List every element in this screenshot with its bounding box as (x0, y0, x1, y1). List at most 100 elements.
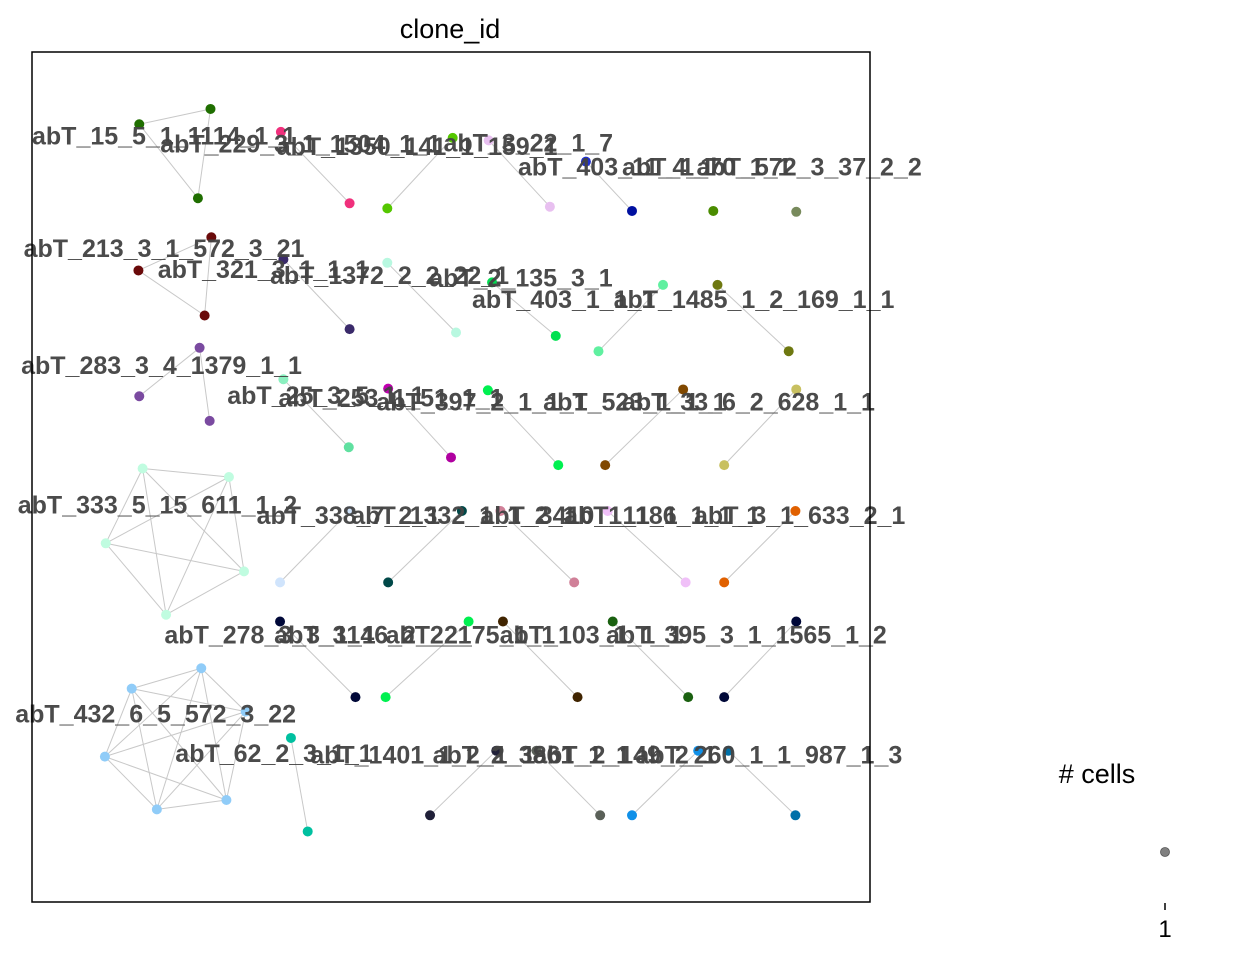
clone-label: abT_432_6_5_572_3_22 (15, 701, 296, 729)
nodes-layer (99, 103, 802, 837)
clone-edge (105, 542, 167, 616)
cell-point (595, 810, 606, 821)
clone-edge (199, 347, 211, 421)
cell-point (344, 324, 355, 335)
cell-point (550, 330, 561, 341)
clone-label: abT_403_11_4_1 (518, 153, 714, 181)
cell-point (495, 506, 506, 516)
clone-label: abT_3_1_633_2_1 (694, 502, 905, 530)
plot-frame (31, 51, 871, 903)
cell-point (194, 342, 205, 353)
cell-point (607, 616, 618, 627)
cell-point (344, 506, 355, 516)
cell-point (680, 577, 691, 588)
clone-edge (728, 750, 796, 816)
clone-edge (156, 711, 247, 810)
clone-label: abT_3146_2_2_1 (274, 622, 471, 650)
clone-label: abT_403_1_1_1 (472, 286, 656, 314)
clone-edge (387, 388, 452, 458)
cell-point (383, 577, 394, 588)
clone-label: abT_397_2_1_1_1 (376, 389, 587, 417)
cell-point (275, 577, 286, 588)
cell-point (531, 745, 542, 756)
clone-edge (585, 161, 633, 212)
clone-label: abT_3_22_1_7 (443, 129, 613, 157)
cell-point (712, 279, 723, 290)
cell-point (580, 156, 591, 167)
cell-point (199, 310, 210, 321)
cell-point (383, 383, 394, 394)
clone-edge (290, 737, 309, 832)
clone-edge (386, 137, 454, 209)
clone-edge (631, 750, 699, 816)
cell-point (553, 460, 564, 471)
cell-point (447, 132, 458, 143)
clone-edge (197, 108, 211, 199)
clone-label: abT_1_70_1_1 (622, 153, 792, 181)
cell-point (719, 460, 730, 471)
cell-point (343, 442, 354, 453)
clone-edge (165, 570, 245, 616)
clone-label: abT_283_3_4_1379_1_1 (21, 352, 302, 380)
cell-point (344, 198, 355, 209)
clone-edge (723, 510, 796, 583)
clone-edge (105, 476, 230, 544)
clone-label: abT_229_3_1_1504_1_1 (160, 130, 441, 158)
clone-edge (723, 389, 797, 466)
clone-edge (387, 510, 463, 583)
clone-edge (165, 476, 230, 615)
clone-edge (131, 688, 246, 713)
clone-edge (598, 284, 664, 352)
clone-label: abT_572_3_37_2_2 (697, 153, 922, 181)
cell-point (593, 346, 604, 357)
clone-edge (204, 237, 212, 316)
cell-point (275, 126, 286, 137)
cell-point (451, 327, 462, 338)
cell-point (278, 374, 289, 385)
cell-point (382, 257, 393, 268)
clone-edge (228, 476, 245, 572)
legend-title: # cells (1059, 759, 1136, 789)
clone-edge (200, 667, 247, 712)
clone-label: abT_260_1_1_987_1_3 (635, 741, 902, 769)
clone-edge (279, 621, 356, 698)
clone-label: abT_2_149_2_1 (533, 741, 717, 769)
edges-layer (104, 108, 797, 832)
labels-layer: abT_15_5_1_1114_1_1abT_229_3_1_1504_1_1a… (15, 123, 921, 770)
cell-point (491, 745, 502, 756)
cell-point (693, 745, 704, 756)
clone-label: abT_2_75_1_1 (386, 622, 556, 650)
clone-label: abT_1401_1_2_1_1 (310, 741, 535, 769)
clone-label: abT_15_5_1_1114_1_1 (32, 123, 296, 151)
clone-edge (104, 667, 202, 758)
cell-point (425, 810, 436, 821)
cell-point (627, 810, 638, 821)
clone-label: abT_103_1_1_1 (500, 622, 684, 650)
cell-point (302, 826, 313, 837)
clone-label: abT_1372_2_2_22_1 (270, 262, 509, 290)
clone-label: abT_253_1_51_1_1 (278, 384, 503, 412)
cell-point (285, 732, 296, 743)
clone-label: abT_213_3_1_572_3_21 (24, 235, 305, 263)
cell-point (239, 566, 250, 577)
clone-edge (502, 621, 578, 698)
cell-point (658, 279, 669, 290)
clone-edge (156, 668, 202, 810)
clone-edge (131, 688, 158, 810)
cell-point (205, 103, 216, 114)
clone-label: abT_25_3_5_1_1 (227, 382, 424, 410)
clone-label: abT_523_1_1_1 (543, 389, 727, 417)
cell-point (790, 506, 801, 516)
cell-point (137, 463, 148, 474)
clone-label: abT_1186_1_1_1 (564, 502, 760, 530)
cell-point (192, 193, 203, 204)
clone-edge (138, 347, 200, 397)
clone-edge (279, 510, 350, 583)
clone-edge (225, 711, 247, 801)
cell-point (791, 384, 802, 395)
cell-point (206, 232, 217, 243)
clone-label: abT_62_2_3_1_1 (175, 740, 372, 768)
clone-edge (500, 510, 575, 583)
clone-edge (104, 756, 227, 801)
clone-edge (104, 711, 246, 758)
